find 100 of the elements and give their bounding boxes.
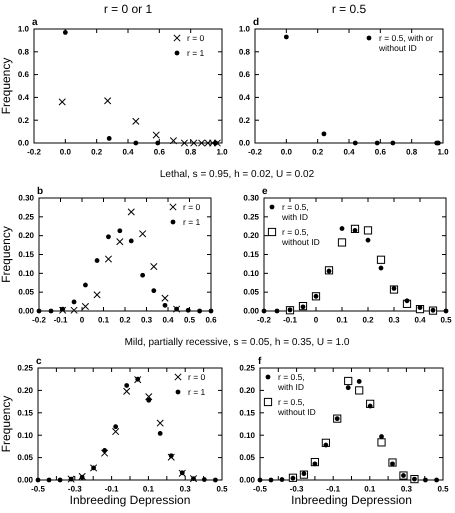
legend-label: r = 0 <box>187 33 205 43</box>
point <box>122 388 130 395</box>
x-tick-label: -0.1 <box>283 316 298 325</box>
point <box>133 140 138 146</box>
x-tick-label: 0.4 <box>162 316 174 325</box>
point <box>58 478 62 482</box>
legend-label: r = 0.5, without ID <box>277 397 316 417</box>
y-tick-label: 0.30 <box>243 194 260 203</box>
x-tick-label: -0.1 <box>326 484 341 494</box>
point <box>82 302 90 310</box>
x-tick-label: 0.6 <box>374 148 386 157</box>
x-tick-label: 0.6 <box>154 148 166 157</box>
point <box>93 291 101 299</box>
point <box>104 255 112 263</box>
y-tick-label: 0.00 <box>17 476 34 485</box>
x-tick-label: 0.4 <box>414 316 426 325</box>
y-tick-label: 0.8 <box>238 47 251 56</box>
y-tick-label: 0.15 <box>243 250 260 260</box>
point <box>124 383 130 388</box>
point <box>323 442 328 448</box>
point <box>378 266 384 270</box>
point <box>364 226 372 234</box>
point <box>170 137 178 144</box>
x-axis-title: Mild, partially recessive, s = 0.05, h = 0.35, U = 1.0 <box>124 337 350 348</box>
x-tick-label: 0.8 <box>185 148 197 157</box>
point <box>116 238 124 246</box>
point <box>112 428 120 436</box>
point <box>376 256 386 264</box>
y-tick-label: 0.2 <box>18 116 30 125</box>
point <box>268 478 274 482</box>
y-tick-label: 0.15 <box>17 408 34 418</box>
x-tick-label: 0.3 <box>388 316 400 325</box>
text: c <box>36 356 42 367</box>
point <box>132 118 140 126</box>
x-tick-label: 0.3 <box>180 484 192 494</box>
y-tick-label: 0.05 <box>17 453 34 462</box>
legend-label: r = 0 <box>183 202 201 212</box>
point <box>186 308 191 313</box>
y-tick-label: 0.25 <box>239 364 256 373</box>
x-tick-label: -0.1 <box>54 316 68 325</box>
x-tick-label: 0.0 <box>60 148 72 157</box>
x-tick-label: 1.0 <box>216 148 228 157</box>
point <box>212 478 218 482</box>
y-tick-label: 0.20 <box>239 386 256 395</box>
x-tick-label: 0.4 <box>343 148 356 157</box>
point <box>366 238 370 243</box>
point <box>404 298 410 304</box>
point <box>202 477 207 482</box>
point <box>72 300 76 304</box>
point <box>168 453 175 461</box>
point <box>150 262 158 270</box>
y-tick-label: 0.00 <box>18 306 35 316</box>
y-axis-title: Frequency <box>0 396 13 452</box>
x-tick-label: -0.2 <box>27 148 42 157</box>
y-tick-label: 0.10 <box>243 268 260 278</box>
y-axis-title: Frequency <box>0 226 13 283</box>
y-tick-label: 0.05 <box>243 288 260 297</box>
x-tick-label: 0.2 <box>91 148 103 157</box>
x-axis-title: Inbreeding Depression <box>291 493 412 507</box>
point <box>106 234 111 240</box>
point <box>356 379 362 384</box>
legend-label: r = 0.5, with ID <box>281 202 309 222</box>
point <box>197 308 202 314</box>
y-tick-label: 0.8 <box>18 47 30 56</box>
point <box>377 438 386 446</box>
point <box>70 306 78 314</box>
legend-label: r = 0 <box>188 372 206 382</box>
legend-label: r = 1 <box>187 48 205 58</box>
x-tick-label: 0 <box>80 316 85 325</box>
x-axis-title: Lethal, s = 0.95, h = 0.02, U = 0.02 <box>160 169 315 180</box>
x-tick-label: 0.5 <box>440 316 452 325</box>
x-tick-label: -0.2 <box>32 316 46 325</box>
y-tick-label: 0.05 <box>18 288 35 297</box>
point <box>48 308 54 314</box>
point <box>344 376 352 386</box>
point <box>168 453 174 458</box>
x-tick-label: 0.5 <box>184 316 196 325</box>
point <box>280 477 284 482</box>
y-tick-label: 0.0 <box>18 138 30 148</box>
x-tick-label: -0.3 <box>68 484 82 494</box>
legend-label: r = 1 <box>183 217 201 227</box>
point <box>156 419 164 427</box>
legend-label: r = 0.5, with or without ID <box>378 33 434 53</box>
point <box>423 478 428 482</box>
point <box>161 294 169 302</box>
point <box>355 386 364 394</box>
y-tick-label: 0.20 <box>243 231 260 240</box>
y-tick-label: 0.05 <box>239 453 256 462</box>
y-tick-label: 0.4 <box>238 92 251 102</box>
point <box>352 140 358 146</box>
y-tick-label: 0.00 <box>243 306 260 316</box>
y-axis-title: Frequency <box>0 58 13 114</box>
y-tick-label: 0.25 <box>17 364 34 373</box>
point <box>113 424 118 430</box>
point <box>213 140 218 146</box>
y-tick-label: 0.15 <box>18 250 35 260</box>
point <box>338 238 346 247</box>
point <box>94 258 100 263</box>
point <box>390 140 396 146</box>
point <box>151 288 156 294</box>
